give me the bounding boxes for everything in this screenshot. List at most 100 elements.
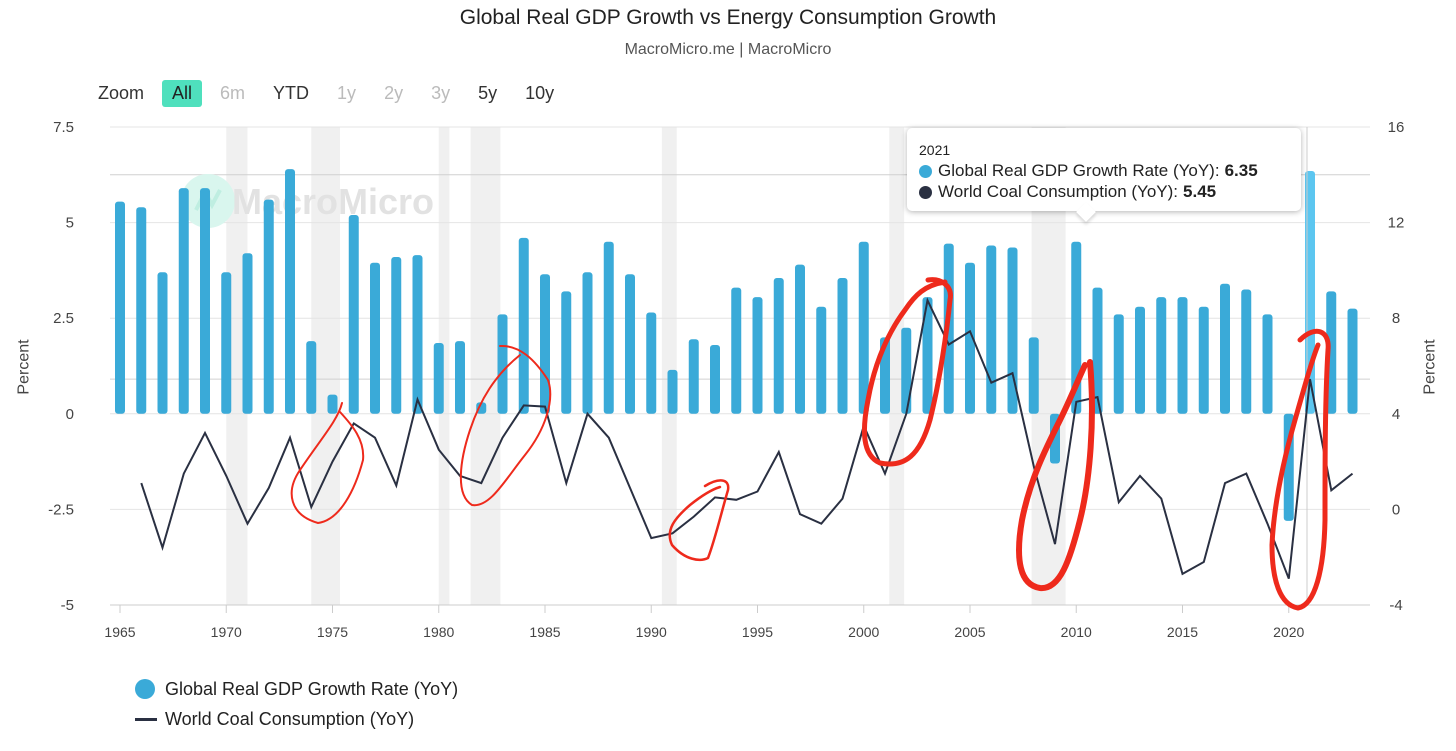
gdp-bar — [242, 253, 253, 414]
chart-title: Global Real GDP Growth vs Energy Consump… — [459, 6, 997, 29]
zoom-6m-button[interactable]: 6m — [220, 83, 246, 103]
gdp-bar — [370, 262, 380, 414]
gdp-bar — [497, 314, 508, 414]
gdp-bar — [263, 199, 274, 414]
right-tick-label: 8 — [1392, 310, 1400, 327]
tooltip-gdp-value: 6.35 — [1224, 161, 1258, 180]
gdp-bar — [688, 339, 699, 414]
chart-subtitle: MacroMicro.me | MacroMicro — [624, 41, 832, 58]
gdp-bar — [1177, 297, 1188, 414]
right-axis-title: Percent — [1421, 339, 1439, 395]
x-tick-label: 1990 — [636, 624, 667, 640]
gdp-bar — [136, 207, 147, 414]
gdp-bar — [752, 297, 763, 414]
x-tick-label: 2010 — [1061, 624, 1092, 640]
gdp-bar — [1347, 308, 1358, 414]
gdp-bar — [178, 188, 189, 414]
zoom-label: Zoom — [98, 83, 145, 103]
recession-band — [438, 127, 450, 605]
gdp-bar — [901, 327, 912, 414]
gdp-bar — [816, 306, 827, 414]
hand-drawn-annotations — [290, 277, 1331, 611]
legend-coal-label: World Coal Consumption (YoY) — [165, 708, 415, 729]
zoom-ytd-button[interactable]: YTD — [273, 83, 310, 103]
x-tick-label: 1995 — [742, 624, 773, 640]
tooltip-coal-value: 5.45 — [1183, 182, 1217, 201]
left-tick-label: 0 — [66, 406, 74, 423]
annotation-1975 — [290, 402, 365, 524]
zoom-bar: Zoom All 6m YTD 1y 2y 3y 5y 10y — [98, 80, 572, 107]
gdp-bar — [965, 262, 975, 414]
zoom-5y-button[interactable]: 5y — [478, 83, 498, 103]
left-tick-label: 2.5 — [53, 310, 74, 327]
watermark-logo: MacroMicro — [181, 174, 434, 228]
annotation-1993 — [668, 479, 730, 562]
x-tick-label: 1980 — [423, 624, 454, 640]
gdp-bar — [1071, 241, 1082, 414]
gdp-bar — [710, 344, 720, 414]
tooltip-gdp-row: Global Real GDP Growth Rate (YoY): 6.35 — [919, 161, 1258, 181]
left-tick-label: -2.5 — [48, 501, 74, 518]
gdp-bar — [1241, 289, 1252, 414]
gdp-bar — [412, 255, 423, 414]
left-tick-label: 7.5 — [53, 119, 74, 136]
zoom-all-button[interactable]: All — [162, 80, 203, 107]
recession-band — [889, 127, 905, 605]
annotation-1983 — [459, 344, 552, 507]
right-tick-label: 4 — [1392, 406, 1400, 423]
annotation-2003 — [861, 277, 953, 467]
gdp-bar — [518, 237, 529, 414]
zoom-2y-button[interactable]: 2y — [384, 83, 404, 103]
zoom-1y-button[interactable]: 1y — [337, 83, 357, 103]
gdp-bar — [922, 297, 933, 414]
gdp-bar — [200, 188, 210, 414]
right-tick-label: 0 — [1392, 501, 1400, 518]
zoom-3y-button[interactable]: 3y — [431, 83, 451, 103]
tooltip-coal-row: World Coal Consumption (YoY): 5.45 — [919, 182, 1216, 202]
gdp-bar — [285, 169, 295, 414]
gdp-bar — [582, 272, 593, 414]
gdp-bar — [880, 337, 890, 414]
gdp-bar — [986, 245, 997, 414]
left-axis-title: Percent — [15, 339, 33, 395]
gdp-bar — [476, 402, 487, 414]
gdp-bar — [306, 341, 317, 414]
gdp-bar — [455, 341, 465, 414]
legend-item-coal[interactable]: World Coal Consumption (YoY) — [135, 704, 458, 734]
x-tick-label: 1970 — [211, 624, 242, 640]
gdp-bar — [1092, 287, 1103, 414]
x-tick-label: 2020 — [1273, 624, 1304, 640]
gdp-bar — [858, 241, 869, 414]
legend-gdp-icon — [135, 679, 155, 699]
gdp-bar — [157, 272, 168, 414]
gdp-bar — [667, 369, 678, 414]
right-tick-label: -4 — [1389, 597, 1402, 614]
coal-dot-icon — [919, 185, 932, 199]
gdp-bar — [1028, 337, 1039, 414]
annotation-2021 — [1269, 328, 1331, 611]
legend-item-gdp[interactable]: Global Real GDP Growth Rate (YoY) — [135, 674, 458, 704]
x-tick-label: 1975 — [317, 624, 348, 640]
left-tick-label: 5 — [66, 215, 74, 232]
left-tick-label: -5 — [61, 597, 74, 614]
gdp-bar — [1007, 247, 1018, 414]
gdp-bar — [561, 291, 572, 414]
gdp-bar — [1262, 314, 1273, 414]
right-tick-label: 16 — [1388, 119, 1405, 136]
gdp-bar — [115, 201, 125, 414]
legend: Global Real GDP Growth Rate (YoY) World … — [135, 674, 458, 734]
x-tick-label: 2000 — [848, 624, 879, 640]
tooltip: 2021 Global Real GDP Growth Rate (YoY): … — [907, 128, 1301, 222]
gdp-bar — [837, 278, 848, 414]
gdp-bar — [1156, 297, 1167, 414]
tooltip-year: 2021 — [919, 142, 951, 158]
zoom-10y-button[interactable]: 10y — [525, 83, 555, 103]
gdp-bar — [348, 214, 359, 414]
recession-band — [470, 127, 501, 605]
gdp-bar — [603, 241, 614, 414]
x-tick-label: 2005 — [954, 624, 985, 640]
gdp-bar — [646, 312, 657, 414]
gdp-bar — [773, 278, 784, 414]
gdp-bar — [540, 274, 550, 414]
